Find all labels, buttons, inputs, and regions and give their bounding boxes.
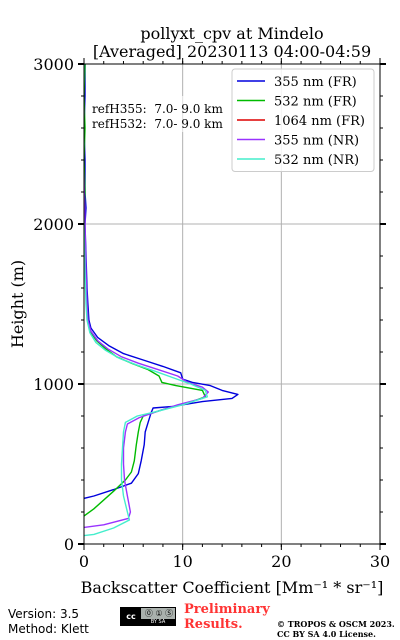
series-line-1: [84, 64, 207, 517]
cc-by-sa-icon: ⓪ ① Ⓢ: [144, 609, 174, 618]
cc-license-badge: cc ⓪ ① Ⓢ BY SA: [120, 607, 176, 626]
reference-height-annotations: refH355: 7.0- 9.0 km refH532: 7.0- 9.0 k…: [88, 96, 230, 132]
legend-label-0: 355 nm (FR): [274, 75, 357, 90]
chart-title-line1: pollyxt_cpv at Mindelo: [140, 24, 323, 43]
annotation-refh532: refH532: 7.0- 9.0 km: [92, 117, 223, 131]
y-tick-label: 3000: [33, 55, 74, 74]
version-text: Version: 3.5: [8, 607, 80, 621]
x-tick-label: 10: [172, 552, 192, 571]
y-tick-label: 0: [64, 535, 74, 554]
series-lines: [84, 64, 239, 537]
cc-by-sa-text: BY SA: [141, 619, 175, 625]
y-axis-label: Height (m): [8, 260, 27, 348]
legend-label-4: 532 nm (NR): [274, 153, 359, 168]
legend-label-1: 532 nm (FR): [274, 95, 357, 110]
y-tick-label: 1000: [33, 375, 74, 394]
series-line-0: [84, 64, 239, 500]
axis-ticks: 0 10 20 30 0 1000 2000 3000: [33, 55, 390, 571]
legend-box: [231, 68, 375, 172]
legend-label-3: 355 nm (NR): [274, 134, 359, 149]
y-tick-label: 2000: [33, 215, 74, 234]
copyright-notice: © TROPOS & OSCM 2023. CC BY SA 4.0 Licen…: [277, 619, 395, 639]
x-tick-label: 0: [79, 552, 89, 571]
annotation-refh355: refH355: 7.0- 9.0 km: [92, 102, 223, 116]
copyright-line2: CC BY SA 4.0 License.: [277, 629, 376, 639]
chart-title-line2: [Averaged] 20230113 04:00-04:59: [93, 42, 371, 61]
legend-label-2: 1064 nm (FR): [274, 114, 365, 129]
x-tick-label: 30: [370, 552, 390, 571]
x-tick-label: 20: [271, 552, 291, 571]
preliminary-results-notice: Preliminary Results.: [184, 602, 270, 632]
footer-info: Version: 3.5 Method: Klett: [8, 607, 89, 637]
x-axis-label: Backscatter Coefficient [Mm⁻¹ * sr⁻¹]: [81, 578, 384, 597]
copyright-line1: © TROPOS & OSCM 2023.: [277, 619, 395, 629]
method-text: Method: Klett: [8, 622, 89, 636]
legend: 355 nm (FR) 532 nm (FR) 1064 nm (FR) 355 nm…: [231, 68, 375, 172]
cc-logo-icon: cc: [121, 608, 141, 625]
preliminary-line2: Results.: [184, 617, 243, 632]
annotation-background: [88, 96, 230, 132]
preliminary-line1: Preliminary: [184, 602, 270, 617]
plot-frame: [83, 63, 381, 545]
